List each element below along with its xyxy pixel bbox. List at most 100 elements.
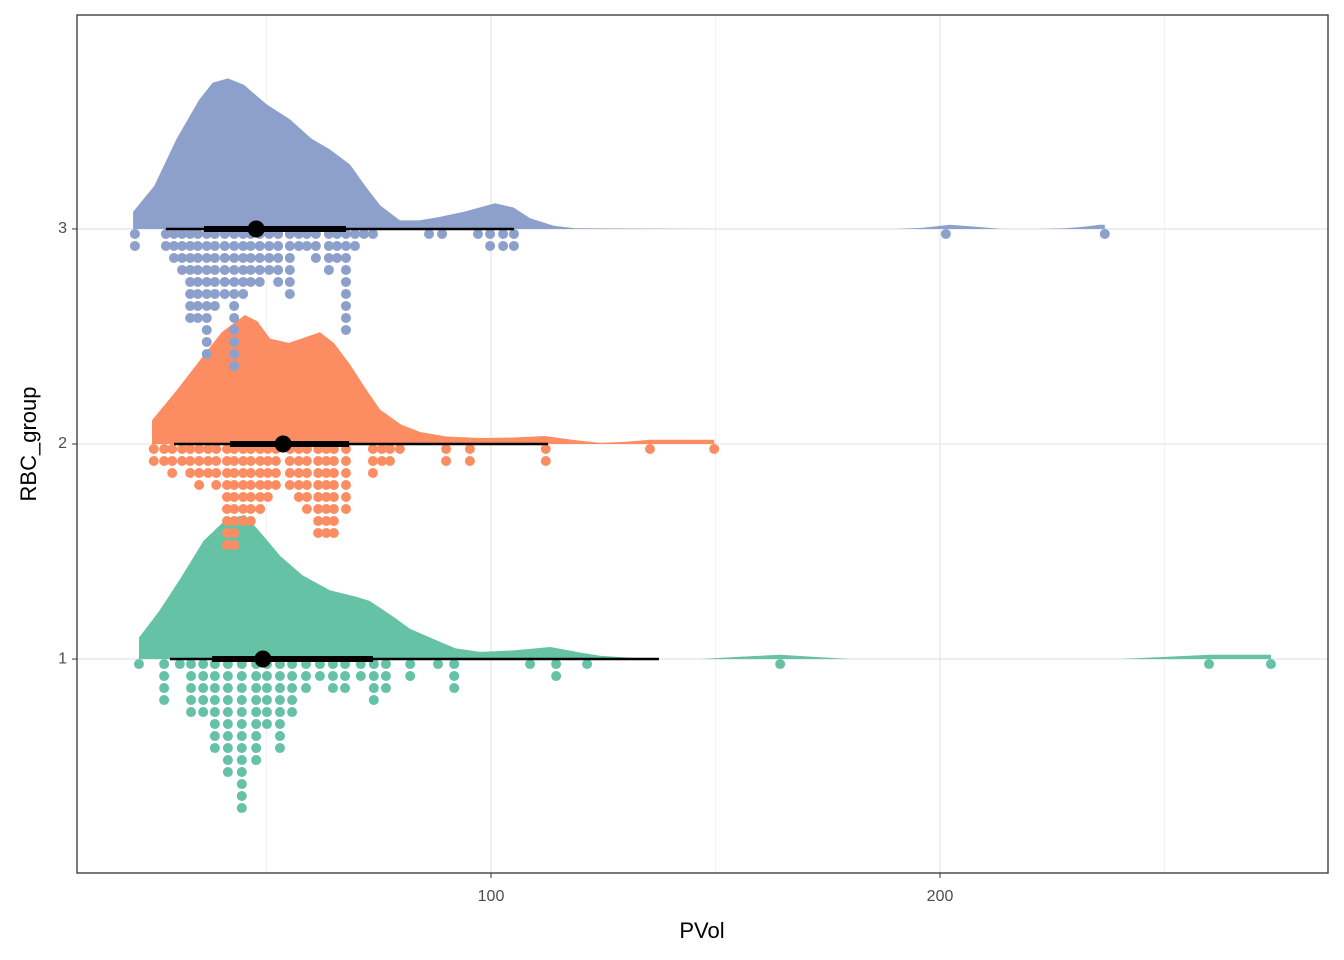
dot xyxy=(222,683,233,694)
dot xyxy=(368,671,379,682)
dot xyxy=(367,468,378,478)
dot xyxy=(192,276,203,287)
dot xyxy=(236,767,247,778)
dot xyxy=(340,492,351,502)
dot xyxy=(251,683,262,694)
dot xyxy=(251,755,262,766)
dot xyxy=(192,312,203,323)
dot xyxy=(340,683,351,694)
dot xyxy=(264,240,275,251)
dot xyxy=(160,240,171,251)
dot xyxy=(449,683,460,694)
dot xyxy=(238,480,249,490)
dot xyxy=(301,456,312,466)
dot xyxy=(236,755,247,766)
dot xyxy=(209,719,220,730)
dot xyxy=(340,288,351,299)
dot xyxy=(394,444,405,454)
dot xyxy=(229,468,240,478)
dot xyxy=(301,671,312,682)
dot xyxy=(192,240,203,251)
dot xyxy=(221,528,232,538)
dot xyxy=(236,743,247,754)
dot xyxy=(229,324,240,335)
dot xyxy=(321,492,332,502)
dot xyxy=(293,480,304,490)
dot xyxy=(508,228,519,239)
dot xyxy=(301,240,312,251)
dot xyxy=(293,492,304,502)
dot xyxy=(313,516,324,526)
dot xyxy=(254,240,265,251)
dot xyxy=(209,300,220,311)
dot xyxy=(185,252,196,263)
dot xyxy=(582,659,593,670)
dot xyxy=(340,480,351,490)
dot xyxy=(185,264,196,275)
dot xyxy=(245,456,256,466)
dot xyxy=(209,731,220,742)
dot xyxy=(254,252,265,263)
dot xyxy=(245,492,256,502)
dot xyxy=(167,456,178,466)
dot xyxy=(321,456,332,466)
median-point xyxy=(247,220,265,238)
dot xyxy=(355,671,366,682)
dot xyxy=(314,671,325,682)
dot xyxy=(174,659,185,670)
dot xyxy=(159,671,170,682)
dot xyxy=(273,264,284,275)
dot xyxy=(251,743,262,754)
dot xyxy=(219,264,230,275)
y-tick-label: 2 xyxy=(58,435,67,452)
dot xyxy=(433,659,444,670)
dot xyxy=(441,444,452,454)
dot xyxy=(274,671,285,682)
dot xyxy=(229,504,240,514)
dot xyxy=(221,504,232,514)
dot xyxy=(185,444,196,454)
dot xyxy=(245,264,256,275)
dot xyxy=(229,528,240,538)
dot xyxy=(424,228,435,239)
dot xyxy=(201,276,212,287)
dot xyxy=(262,492,273,502)
dot xyxy=(192,300,203,311)
dot xyxy=(262,468,273,478)
dot xyxy=(198,683,209,694)
dot xyxy=(367,456,378,466)
dot xyxy=(229,516,240,526)
dot xyxy=(310,240,321,251)
dot xyxy=(328,528,339,538)
dot xyxy=(238,468,249,478)
dot xyxy=(229,336,240,347)
dot xyxy=(211,468,222,478)
dot xyxy=(201,288,212,299)
dot xyxy=(198,659,209,670)
dot xyxy=(331,252,342,263)
dot xyxy=(273,252,284,263)
dot xyxy=(301,683,312,694)
dot xyxy=(192,252,203,263)
dot xyxy=(349,240,360,251)
dot xyxy=(251,719,262,730)
density xyxy=(133,78,1105,230)
dot xyxy=(328,456,339,466)
dot xyxy=(198,707,209,718)
dot xyxy=(384,444,395,454)
dot xyxy=(192,288,203,299)
dot xyxy=(321,468,332,478)
dot xyxy=(238,456,249,466)
dot xyxy=(211,444,222,454)
dot xyxy=(384,456,395,466)
dot xyxy=(1099,228,1110,239)
x-tick-label: 200 xyxy=(927,888,954,905)
dot xyxy=(186,671,197,682)
dot xyxy=(209,695,220,706)
dot xyxy=(254,264,265,275)
dot xyxy=(323,264,334,275)
dot xyxy=(185,240,196,251)
dot xyxy=(238,492,249,502)
dot xyxy=(245,504,256,514)
dot xyxy=(222,767,233,778)
